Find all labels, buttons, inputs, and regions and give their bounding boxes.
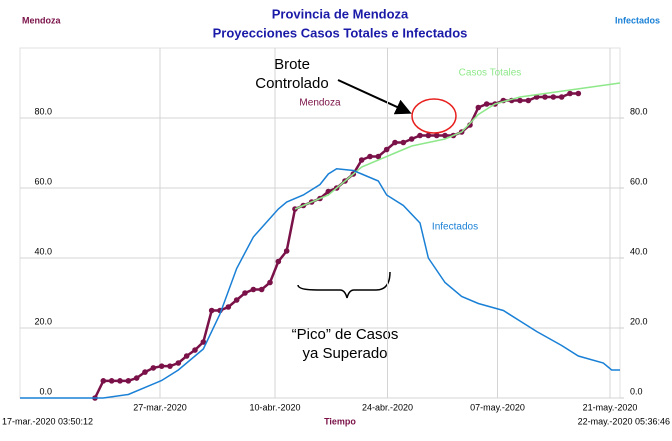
y-tick-label: 40.0 xyxy=(34,246,52,256)
point xyxy=(242,290,248,296)
point xyxy=(208,307,215,314)
point xyxy=(175,360,182,366)
x-tick-label: 27-mar.-2020 xyxy=(133,402,187,412)
point xyxy=(475,104,482,111)
point xyxy=(150,365,157,371)
point xyxy=(250,286,257,293)
point xyxy=(550,94,557,100)
point xyxy=(567,90,573,97)
point xyxy=(392,139,398,146)
point xyxy=(400,139,407,146)
point xyxy=(517,97,523,104)
annotation: ya Superado xyxy=(302,345,387,362)
annotation: “Pico” de Casos xyxy=(292,326,399,343)
series-line xyxy=(294,82,621,210)
point xyxy=(225,304,232,310)
series-label: Mendoza xyxy=(299,98,341,109)
y-tick-label: 20.0 xyxy=(34,316,52,326)
point xyxy=(100,378,107,384)
point xyxy=(525,97,532,104)
chart-subtitle: Proyecciones Casos Totales e Infectados xyxy=(213,25,468,40)
point xyxy=(125,378,132,384)
chart-title: Provincia de Mendoza xyxy=(272,6,409,21)
point xyxy=(133,375,140,381)
point xyxy=(192,347,198,353)
point xyxy=(542,94,548,100)
point xyxy=(108,378,115,384)
point xyxy=(575,90,582,97)
x-tick-label: 24-abr.-2020 xyxy=(362,402,413,412)
x-tick-label: 10-abr.-2020 xyxy=(249,402,300,412)
y2-tick-label: 40.0 xyxy=(630,246,648,256)
point xyxy=(442,132,448,139)
point xyxy=(408,136,415,142)
y-tick-label: 60.0 xyxy=(34,176,52,186)
y-tick-label: 0.0 xyxy=(39,386,52,396)
point xyxy=(117,378,123,384)
point xyxy=(425,132,432,139)
x-tick-label: 07-may.-2020 xyxy=(470,402,525,412)
point xyxy=(142,369,148,375)
point xyxy=(433,132,440,139)
x-axis-label: Tiempo xyxy=(324,416,356,426)
point xyxy=(267,279,273,286)
point xyxy=(417,132,423,139)
y-axis-label: Mendoza xyxy=(22,15,61,25)
point xyxy=(367,153,373,160)
x-end-label: 22-may.-2020 05:36:46 xyxy=(578,416,670,426)
point xyxy=(258,286,265,293)
series-line xyxy=(20,167,620,399)
annotation: Controlado xyxy=(255,75,328,92)
highlight-circle xyxy=(411,98,457,134)
point xyxy=(233,297,240,303)
point xyxy=(467,122,473,128)
point xyxy=(158,363,165,369)
series-label: Infectados xyxy=(432,222,478,233)
point xyxy=(275,258,282,265)
point xyxy=(558,94,565,100)
point xyxy=(383,146,390,153)
arrow xyxy=(337,79,412,115)
series-label: Casos Totales xyxy=(459,68,522,79)
y2-tick-label: 0.0 xyxy=(630,386,643,396)
point xyxy=(167,363,173,369)
point xyxy=(358,157,365,163)
y2-tick-label: 20.0 xyxy=(630,316,648,326)
point xyxy=(183,353,190,359)
y-tick-label: 80.0 xyxy=(34,106,52,116)
annotation: Brote xyxy=(274,56,310,73)
point xyxy=(200,339,207,345)
x-tick-label: 21-may.-2020 xyxy=(583,402,638,412)
point xyxy=(283,248,290,254)
x-start-label: 17-mar.-2020 03:50:12 xyxy=(2,416,93,426)
point xyxy=(483,101,490,107)
y2-tick-label: 60.0 xyxy=(630,176,648,186)
y2-tick-label: 80.0 xyxy=(630,106,648,116)
point xyxy=(375,153,382,160)
y2-axis-label: Infectados xyxy=(615,15,660,25)
brace xyxy=(297,271,391,299)
